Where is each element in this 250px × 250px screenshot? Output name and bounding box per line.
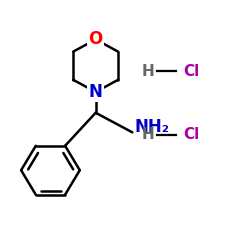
Text: NH₂: NH₂ [135, 118, 170, 136]
Text: N: N [89, 83, 102, 101]
Text: H: H [142, 64, 154, 79]
Text: O: O [88, 30, 103, 48]
Text: H: H [142, 127, 154, 142]
Text: Cl: Cl [184, 64, 200, 79]
Text: Cl: Cl [184, 127, 200, 142]
